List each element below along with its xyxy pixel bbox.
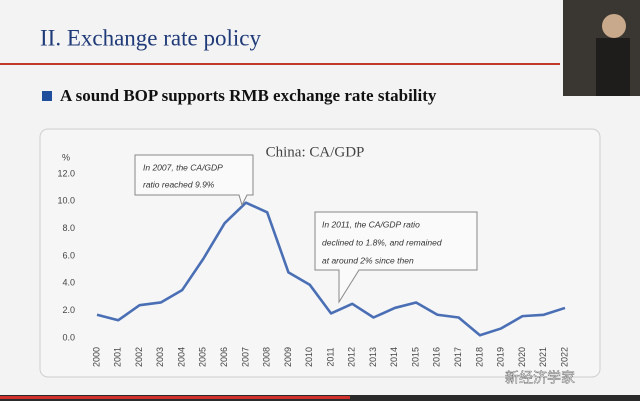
bullet-text: A sound BOP supports RMB exchange rate s…: [60, 86, 437, 105]
x-tick-label: 2016: [432, 347, 442, 367]
x-tick-label: 2003: [155, 347, 165, 367]
y-tick-label: 8.0: [62, 223, 75, 233]
x-tick-label: 2020: [517, 347, 527, 367]
x-tick-label: 2010: [304, 347, 314, 367]
annotation-line: at around 2% since then: [322, 255, 414, 265]
y-tick-label: 2.0: [62, 305, 75, 315]
x-tick-label: 2005: [198, 347, 208, 367]
slide-title: II. Exchange rate policy: [40, 25, 261, 50]
x-tick-label: 2007: [240, 347, 250, 367]
annotation-line: declined to 1.8%, and remained: [322, 237, 442, 247]
progress-bar: [0, 396, 350, 399]
x-tick-label: 2018: [474, 347, 484, 367]
y-tick-label: 12.0: [57, 168, 75, 178]
y-tick-label: 4.0: [62, 278, 75, 288]
plot-area: 0.0 2.0 4.0 6.0 8.0 10.0 12.0 2000 2001 2002 2003 2…: [57, 168, 569, 367]
x-tick-label: 2002: [134, 347, 144, 367]
speaker-head: [602, 14, 626, 38]
annotation-line: ratio reached 9.9%: [143, 179, 215, 189]
x-tick-label: 2013: [368, 347, 378, 367]
callout-box: [134, 154, 254, 207]
x-tick-label: 2008: [262, 347, 272, 367]
annotation-line: In 2007, the CA/GDP: [143, 162, 223, 172]
x-tick-label: 2014: [389, 347, 399, 367]
x-tick-label: 2012: [347, 347, 357, 367]
x-tick-label: 2015: [410, 347, 420, 367]
watermark: 新经济学家: [505, 370, 575, 386]
chart-title: China: CA/GDP: [266, 144, 365, 160]
x-tick-label: 2021: [538, 347, 548, 367]
bullet-square: [42, 91, 52, 101]
data-line: [96, 201, 566, 337]
x-tick-label: 2009: [283, 347, 293, 367]
y-axis-unit: %: [62, 152, 70, 162]
x-tick-label: 2022: [559, 347, 569, 367]
speaker-figure: [596, 38, 630, 96]
x-tick-label: 2019: [496, 347, 506, 367]
y-tick-label: 10.0: [57, 196, 75, 206]
x-tick-label: 2001: [113, 347, 123, 367]
y-tick-label: 6.0: [62, 250, 75, 260]
x-tick-label: 2006: [219, 347, 229, 367]
x-tick-label: 2017: [453, 347, 463, 367]
callout-box: [314, 211, 478, 304]
x-tick-label: 2004: [176, 347, 186, 367]
y-tick-label: 0.0: [62, 332, 75, 342]
x-tick-label: 2011: [325, 347, 335, 366]
x-tick-label: 2000: [91, 347, 101, 367]
annotation-line: In 2011, the CA/GDP ratio: [322, 219, 420, 229]
